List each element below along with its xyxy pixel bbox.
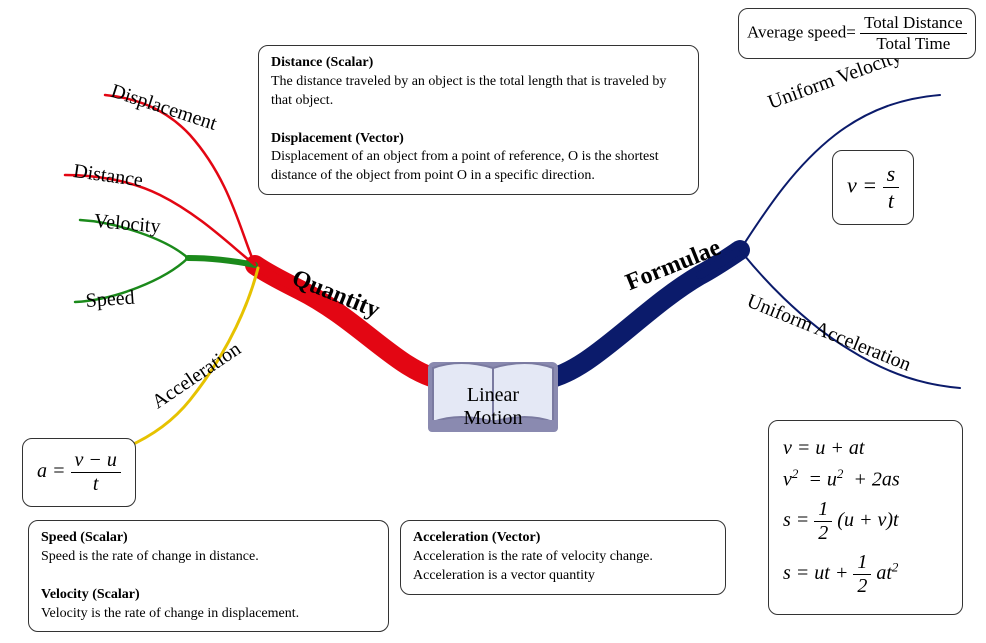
center-title: Linear Motion bbox=[438, 384, 548, 430]
avg-speed-num: Total Distance bbox=[860, 13, 966, 34]
heading-distance: Distance (Scalar) bbox=[271, 55, 373, 70]
a-lhs: a = bbox=[37, 460, 66, 482]
heading-acceleration: Acceleration (Vector) bbox=[413, 530, 540, 545]
v-num: s bbox=[883, 161, 900, 188]
box-distance-displacement: Distance (Scalar) The distance traveled … bbox=[258, 45, 699, 195]
v-den: t bbox=[883, 188, 900, 214]
eq1: v = u + at bbox=[783, 437, 948, 460]
eq2: v2 = u2 + 2as bbox=[783, 466, 948, 492]
box-v-formula: v = s t bbox=[832, 150, 914, 225]
box-acceleration: Acceleration (Vector) Acceleration is th… bbox=[400, 520, 726, 595]
eq4: s = ut + 1 2 at2 bbox=[783, 551, 948, 598]
box-uniform-accel: v = u + at v2 = u2 + 2as s = 1 2 (u + v)… bbox=[768, 420, 963, 615]
box-a-formula: a = v − u t bbox=[22, 438, 136, 507]
v-lhs: v = bbox=[847, 173, 877, 198]
box-avg-speed: Average speed= Total Distance Total Time bbox=[738, 8, 976, 59]
a-den: t bbox=[71, 473, 121, 496]
heading-displacement: Displacement (Vector) bbox=[271, 131, 404, 146]
text-velocity: Velocity is the rate of change in displa… bbox=[41, 606, 299, 621]
heading-velocity: Velocity (Scalar) bbox=[41, 587, 140, 602]
green-subtrunk bbox=[188, 258, 255, 265]
box-speed-velocity: Speed (Scalar) Speed is the rate of chan… bbox=[28, 520, 389, 632]
a-num: v − u bbox=[71, 449, 121, 473]
heading-speed: Speed (Scalar) bbox=[41, 530, 128, 545]
text-speed: Speed is the rate of change in distance. bbox=[41, 549, 259, 564]
avg-speed-den: Total Time bbox=[860, 34, 966, 54]
label-speed: Speed bbox=[85, 287, 135, 313]
text-distance: The distance traveled by an object is th… bbox=[271, 74, 666, 108]
eq3: s = 1 2 (u + v)t bbox=[783, 498, 948, 545]
text-displacement: Displacement of an object from a point o… bbox=[271, 149, 659, 183]
avg-speed-lhs: Average speed= bbox=[747, 22, 856, 41]
text-acceleration: Acceleration is the rate of velocity cha… bbox=[413, 549, 653, 583]
